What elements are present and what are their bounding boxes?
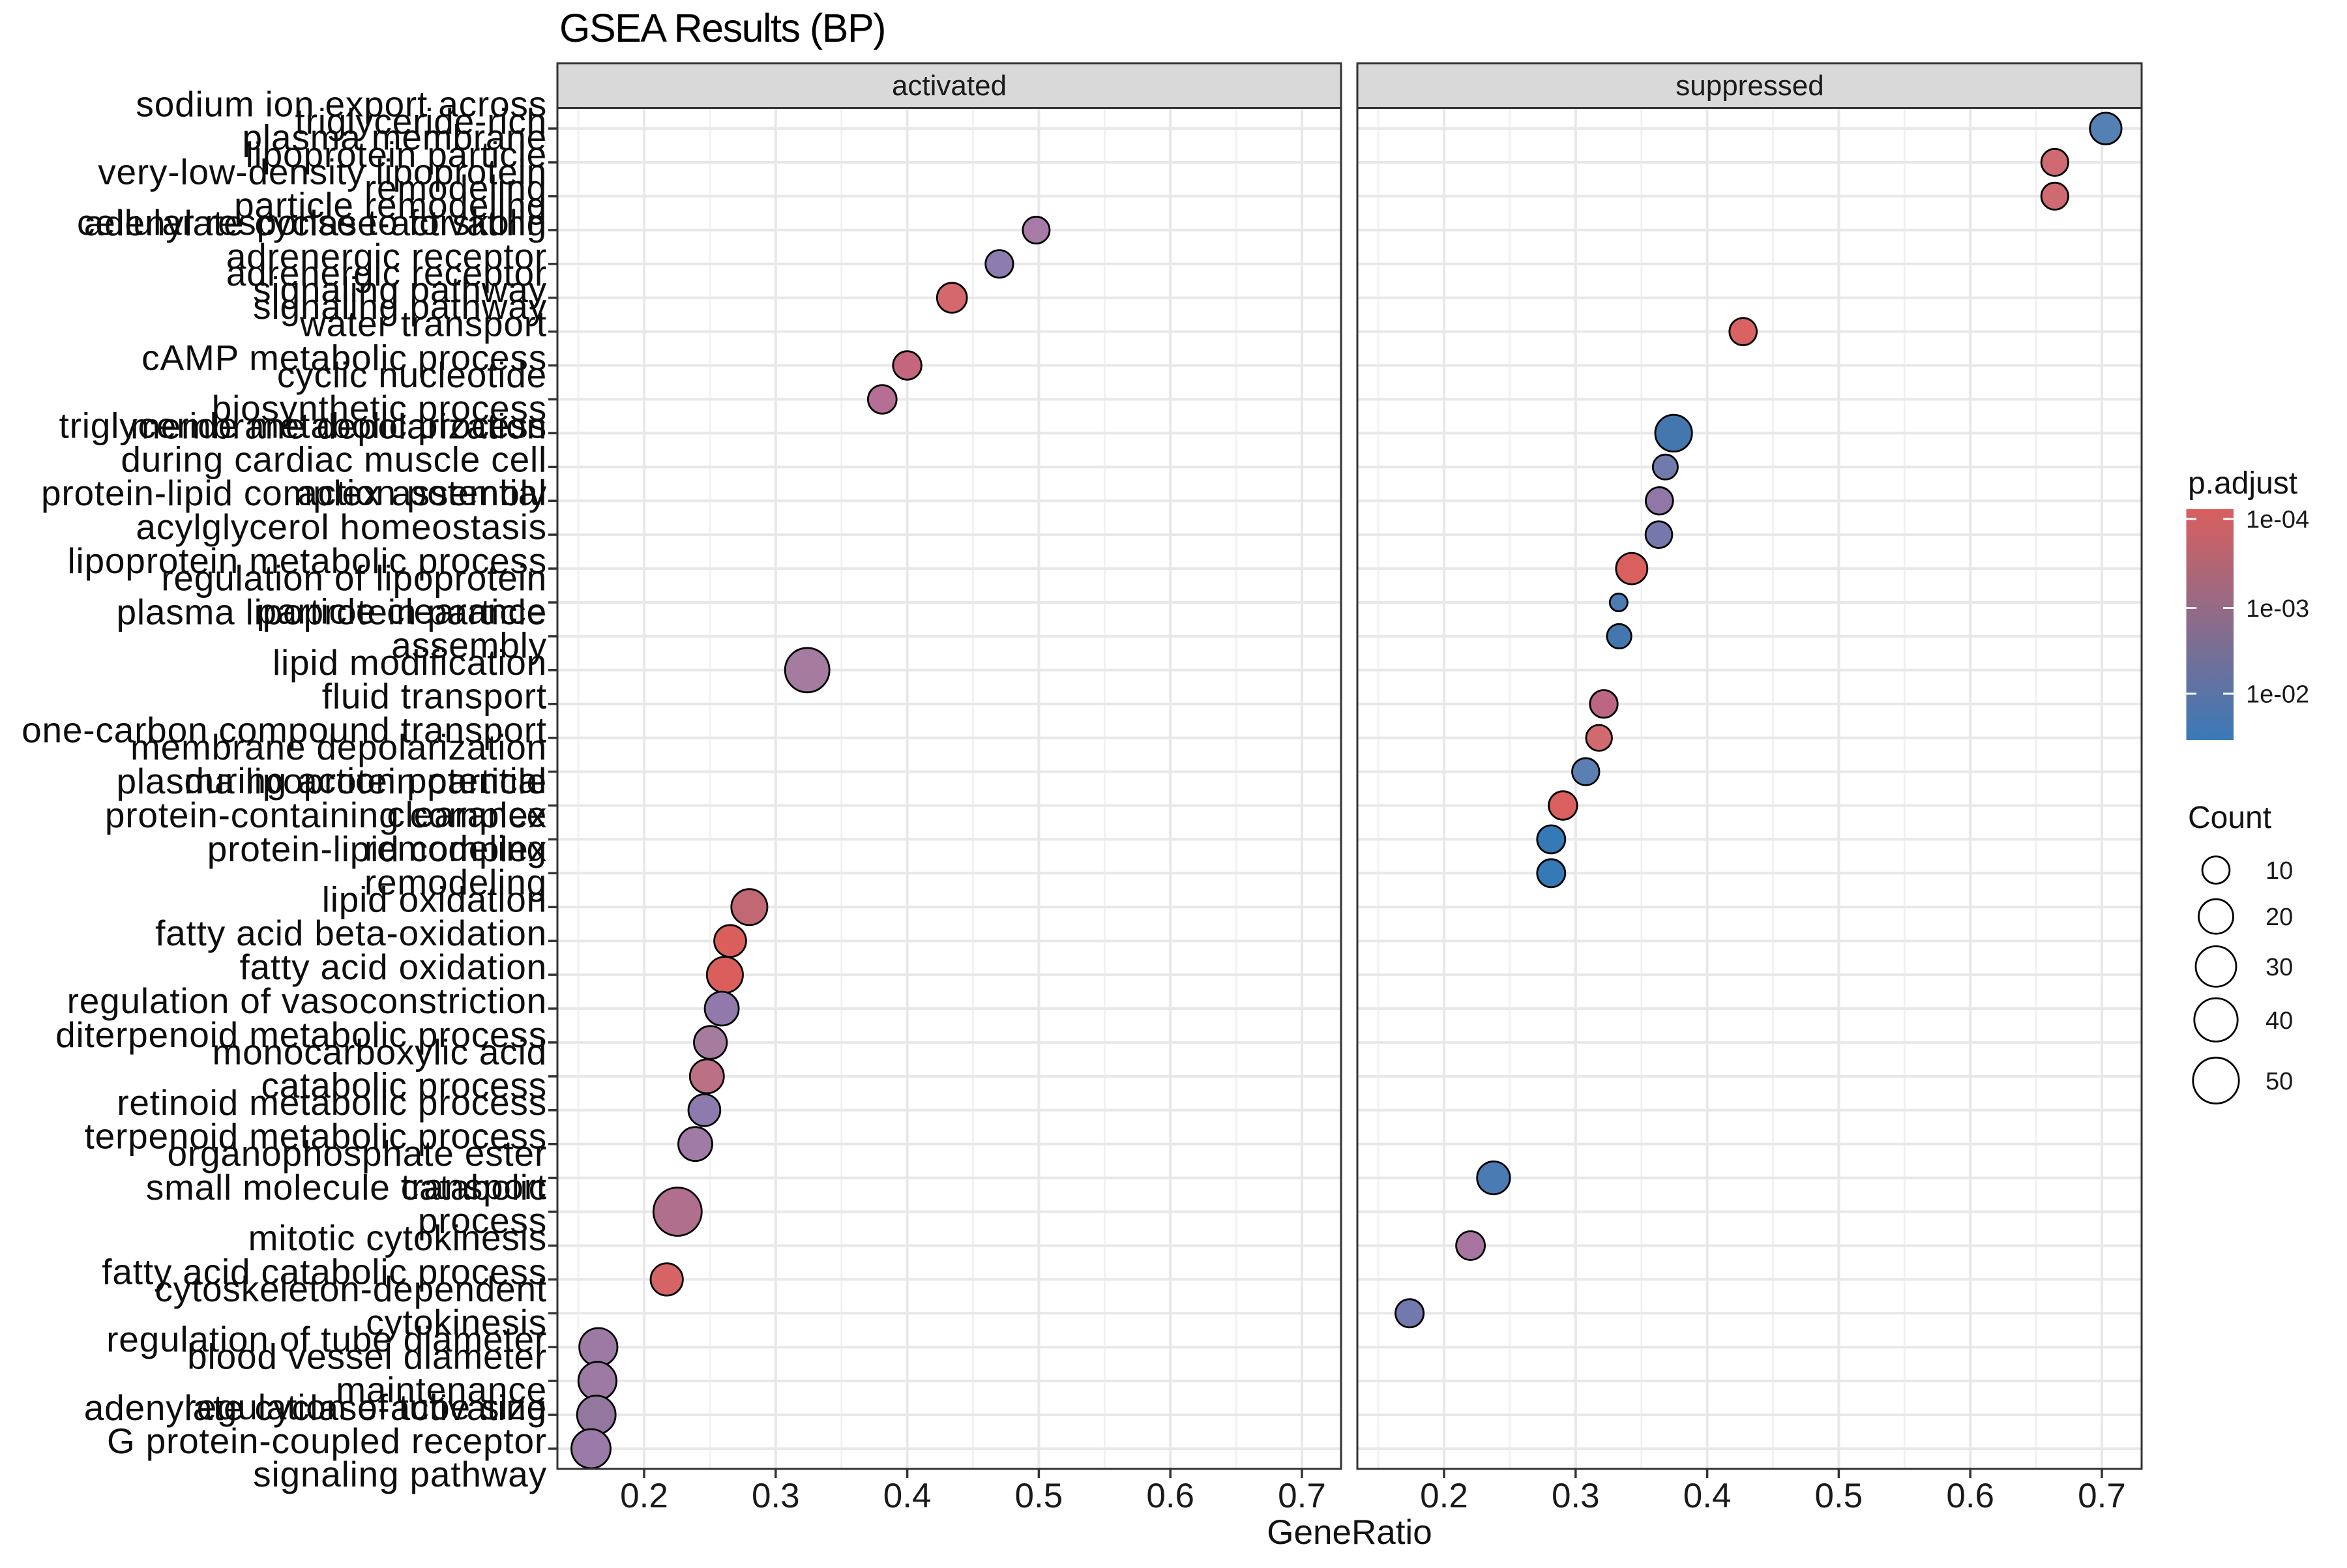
svg-text:small molecule catabolic: small molecule catabolic [146,1167,547,1207]
svg-text:0.6: 0.6 [1946,1477,1994,1515]
svg-text:during cardiac muscle cell: during cardiac muscle cell [121,439,547,479]
svg-text:one-carbon compound transport: one-carbon compound transport [22,710,547,750]
svg-text:signaling pathway: signaling pathway [253,286,547,327]
svg-text:0.5: 0.5 [1815,1477,1863,1515]
svg-text:terpenoid metabolic process: terpenoid metabolic process [85,1116,547,1157]
svg-text:Count: Count [2188,801,2271,835]
svg-text:process: process [418,1200,547,1241]
svg-text:very-low-density lipoprotein: very-low-density lipoprotein [98,151,547,192]
svg-text:G protein-coupled receptor: G protein-coupled receptor [107,1421,547,1461]
svg-text:fatty acid oxidation: fatty acid oxidation [239,947,547,987]
svg-text:cellular response to forskolin: cellular response to forskolin [77,202,547,243]
svg-text:maintenance: maintenance [336,1370,547,1410]
svg-text:catabolic process: catabolic process [261,1065,547,1105]
svg-text:triglyceride-rich: triglyceride-rich [295,101,547,141]
svg-text:0.5: 0.5 [1015,1477,1063,1515]
svg-text:lipid oxidation: lipid oxidation [322,879,547,919]
svg-text:remodeling: remodeling [364,862,547,902]
svg-text:cAMP metabolic process: cAMP metabolic process [141,338,547,378]
svg-text:GSEA Results (BP): GSEA Results (BP) [559,6,885,50]
svg-text:blood vessel diameter: blood vessel diameter [187,1337,547,1377]
svg-text:fatty acid catabolic process: fatty acid catabolic process [102,1251,547,1292]
svg-text:plasma lipoprotein particle: plasma lipoprotein particle [116,591,547,632]
svg-text:0.7: 0.7 [1278,1477,1326,1515]
svg-text:retinoid metabolic process: retinoid metabolic process [117,1082,547,1123]
svg-text:triglyceride metabolic process: triglyceride metabolic process [59,405,547,445]
svg-text:20: 20 [2266,904,2293,931]
svg-text:0.2: 0.2 [620,1477,668,1515]
svg-text:plasma membrane: plasma membrane [243,117,547,158]
svg-text:10: 10 [2266,857,2293,885]
svg-text:GeneRatio: GeneRatio [1267,1513,1432,1552]
svg-text:membrane depolarization: membrane depolarization [130,727,547,767]
svg-text:fatty acid beta-oxidation: fatty acid beta-oxidation [155,913,547,953]
svg-text:1e-04: 1e-04 [2246,507,2309,534]
svg-text:during action potential: during action potential [184,760,547,801]
svg-text:lipid modification: lipid modification [273,642,547,683]
svg-text:0.4: 0.4 [883,1477,932,1515]
svg-text:0.2: 0.2 [1420,1477,1468,1515]
svg-text:membrane depolarization: membrane depolarization [130,406,547,446]
svg-text:assembly: assembly [391,625,547,665]
svg-text:adenylate cyclase-activating: adenylate cyclase-activating [84,203,547,243]
svg-text:0.6: 0.6 [1146,1477,1194,1515]
svg-text:remodeling: remodeling [364,828,547,868]
svg-text:remodeling: remodeling [364,168,547,208]
svg-text:regulation of tube diameter: regulation of tube diameter [106,1319,547,1359]
svg-text:p.adjust: p.adjust [2188,466,2297,501]
svg-text:30: 30 [2266,954,2293,981]
svg-text:regulation of tube size: regulation of tube size [184,1387,547,1427]
svg-text:water transport: water transport [299,304,547,344]
svg-text:action potential: action potential [297,472,547,512]
svg-text:suppressed: suppressed [1675,70,1823,102]
svg-text:activated: activated [892,70,1007,102]
svg-text:0.3: 0.3 [752,1477,800,1515]
svg-text:particle remodeling: particle remodeling [234,185,547,225]
svg-text:acylglycerol homeostasis: acylglycerol homeostasis [136,507,547,547]
svg-text:adrenergic receptor: adrenergic receptor [226,253,547,293]
svg-text:adenylate cyclase-activating: adenylate cyclase-activating [84,1387,547,1428]
svg-text:clearance: clearance [387,794,547,835]
svg-text:fluid transport: fluid transport [322,676,547,717]
svg-text:signaling pathway: signaling pathway [253,1454,547,1494]
svg-text:regulation of lipoprotein: regulation of lipoprotein [161,558,547,599]
svg-text:0.7: 0.7 [2078,1477,2126,1515]
svg-text:diterpenoid metabolic process: diterpenoid metabolic process [55,1014,547,1055]
svg-text:0.4: 0.4 [1683,1477,1732,1515]
svg-text:cytokinesis: cytokinesis [366,1302,547,1342]
svg-text:monocarboxylic acid: monocarboxylic acid [213,1031,547,1072]
svg-text:biosynthetic process: biosynthetic process [212,388,547,428]
svg-text:1e-03: 1e-03 [2246,595,2309,623]
svg-text:protein-lipid complex: protein-lipid complex [207,829,547,869]
svg-text:40: 40 [2266,1007,2293,1035]
svg-text:protein-containing complex: protein-containing complex [105,795,547,835]
svg-text:50: 50 [2266,1068,2293,1095]
svg-text:lipoprotein particle: lipoprotein particle [246,134,547,175]
svg-text:organophosphate ester: organophosphate ester [167,1133,547,1174]
svg-text:1e-02: 1e-02 [2246,681,2309,709]
svg-text:cytoskeleton-dependent: cytoskeleton-dependent [155,1269,547,1309]
svg-text:signaling pathway: signaling pathway [253,269,547,310]
svg-text:protein-lipid complex assembly: protein-lipid complex assembly [41,473,547,513]
svg-text:particle clearance: particle clearance [257,591,547,632]
svg-text:0.3: 0.3 [1552,1477,1600,1515]
svg-text:transport: transport [401,1166,547,1207]
svg-text:regulation of vasoconstriction: regulation of vasoconstriction [67,981,547,1021]
svg-text:lipoprotein metabolic process: lipoprotein metabolic process [67,540,547,581]
svg-text:sodium ion export across: sodium ion export across [136,84,547,125]
svg-text:mitotic cytokinesis: mitotic cytokinesis [248,1218,547,1258]
svg-text:adrenergic receptor: adrenergic receptor [226,236,547,276]
svg-text:plasma lipoprotein particle: plasma lipoprotein particle [116,761,547,801]
svg-text:cyclic nucleotide: cyclic nucleotide [277,355,547,395]
